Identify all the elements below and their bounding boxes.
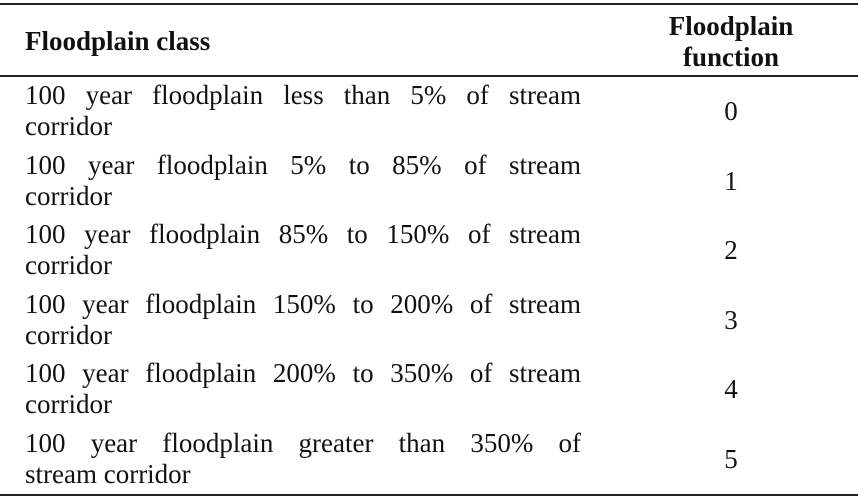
class-text-line2: corridor — [25, 319, 112, 350]
class-text-line2: corridor — [25, 180, 112, 211]
floodplain-class-cell: 100 year floodplain 200% to 350% of stre… — [25, 358, 581, 420]
header-function-line2: function — [682, 42, 780, 72]
table-row: 100 year floodplain 85% to 150% of strea… — [0, 216, 858, 286]
class-text-line2: corridor — [25, 111, 112, 141]
header-floodplain-function: Floodplain function — [640, 11, 822, 73]
table-bottom-rule — [0, 494, 858, 496]
floodplain-function-cell: 4 — [724, 374, 738, 404]
table-row: 100 year floodplain 5% to 85% of stream … — [0, 147, 858, 217]
table-row: 100 year floodplain 150% to 200% of stre… — [0, 286, 858, 356]
floodplain-function-cell: 0 — [724, 96, 738, 126]
class-text-line1: 100 year floodplain greater than 350% of — [25, 427, 581, 458]
floodplain-class-cell: 100 year floodplain 85% to 150% of strea… — [25, 219, 581, 281]
table-row: 100 year floodplain greater than 350% of… — [0, 425, 858, 495]
table-row: 100 year floodplain less than 5% of stre… — [0, 77, 858, 147]
class-text-line1: 100 year floodplain 5% to 85% of stream — [25, 149, 581, 180]
floodplain-class-cell: 100 year floodplain less than 5% of stre… — [25, 80, 581, 142]
floodplain-function-cell: 1 — [724, 165, 738, 196]
table-header: Floodplain class Floodplain function — [0, 5, 858, 75]
class-text-line1: 100 year floodplain 85% to 150% of strea… — [25, 219, 581, 249]
floodplain-class-cell: 100 year floodplain greater than 350% of… — [25, 428, 581, 490]
header-function-line1: Floodplain — [668, 11, 794, 41]
floodplain-function-cell: 2 — [724, 235, 738, 265]
class-text-line1: 100 year floodplain 200% to 350% of stre… — [25, 358, 581, 388]
class-text-line2: corridor — [25, 389, 112, 419]
table-top-rule — [0, 3, 858, 5]
floodplain-function-cell: 5 — [724, 443, 738, 474]
header-divider-rule — [0, 75, 858, 77]
floodplain-class-cell: 100 year floodplain 150% to 200% of stre… — [25, 289, 581, 351]
header-floodplain-class: Floodplain class — [25, 26, 211, 56]
table-body: 100 year floodplain less than 5% of stre… — [0, 77, 858, 494]
class-text-line2: corridor — [25, 250, 112, 280]
class-text-line1: 100 year floodplain 150% to 200% of stre… — [25, 288, 581, 319]
class-text-line1: 100 year floodplain less than 5% of stre… — [25, 80, 581, 110]
floodplain-function-cell: 3 — [724, 304, 738, 335]
floodplain-class-cell: 100 year floodplain 5% to 85% of stream … — [25, 150, 581, 212]
table-row: 100 year floodplain 200% to 350% of stre… — [0, 355, 858, 425]
class-text-line2: stream corridor — [25, 458, 191, 489]
